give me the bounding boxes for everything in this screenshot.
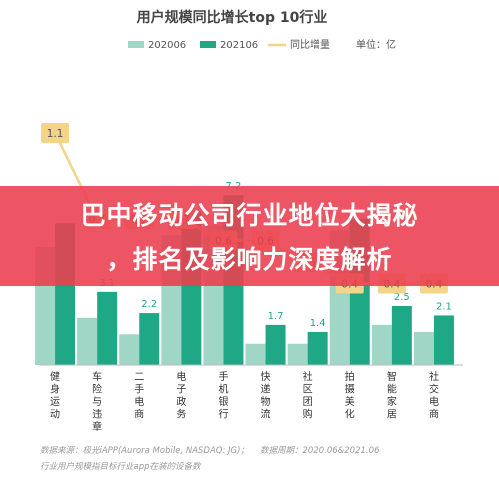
category-label-7-3: 化: [345, 408, 355, 421]
bar-202006-5: [245, 343, 266, 365]
category-label-8-3: 居: [387, 409, 397, 421]
category-label-7-0: 拍: [345, 370, 355, 383]
category-label-9-0: 社: [429, 370, 439, 383]
bar-202006-2: [119, 334, 140, 365]
category-label-0-0: 健: [50, 371, 60, 383]
bar-202106-9: [433, 315, 454, 365]
bar-value-label-6: 1.4: [310, 318, 326, 329]
category-label-0-3: 动: [50, 409, 60, 421]
source-definition: 行业用户规模指目标行业app在装的设备数: [40, 462, 201, 472]
category-label-6-1: 区: [303, 384, 313, 396]
category-label-3-1: 子: [176, 384, 186, 396]
category-label-2-2: 电: [134, 395, 144, 408]
category-label-6-0: 社: [303, 370, 313, 383]
category-label-5-3: 流: [261, 408, 271, 421]
category-label-5-1: 递: [261, 383, 271, 396]
category-label-5-2: 物: [261, 395, 271, 408]
category-label-1-1: 险: [92, 383, 102, 396]
category-label-6-2: 团: [303, 396, 313, 408]
category-labels: 健身运动车险与违章二手电商电子政务手机银行快递物流社区团购拍摄美化智能家居社交电…: [50, 370, 439, 433]
banner-title-line-2: ，排名及影响力深度解析: [106, 245, 393, 274]
category-label-4-3: 行: [218, 408, 228, 421]
legend-swatch-202106: [200, 41, 216, 48]
category-label-9-2: 电: [429, 395, 439, 408]
source-left: 数据来源：极光iAPP(Aurora Mobile, NASDAQ: JG)；: [40, 446, 249, 456]
bar-202106-2: [139, 313, 160, 365]
category-label-4-0: 手: [218, 370, 228, 383]
bar-202106-5: [265, 324, 286, 365]
category-label-8-2: 家: [387, 395, 397, 408]
category-label-4-2: 银: [218, 395, 228, 408]
legend-label-202006: 202006: [148, 40, 186, 51]
bar-value-label-2: 2.2: [141, 299, 157, 310]
category-label-9-3: 商: [429, 408, 439, 421]
unit-label: 单位：亿: [356, 38, 396, 51]
category-label-8-1: 能: [387, 383, 397, 396]
bar-202106-8: [391, 306, 412, 365]
category-label-3-3: 务: [176, 408, 186, 421]
growth-value-0: 1.1: [47, 128, 64, 140]
legend: 202006 202106 同比增量 单位：亿: [128, 38, 396, 51]
category-label-1-4: 章: [92, 420, 102, 433]
chart-title: 用户规模同比增长top 10行业: [137, 9, 328, 26]
category-label-2-3: 商: [134, 408, 144, 421]
category-label-4-1: 机: [218, 383, 228, 396]
bar-202006-8: [371, 324, 392, 365]
bar-value-label-8: 2.5: [394, 292, 410, 303]
category-label-1-3: 违: [92, 409, 102, 421]
legend-label-growth: 同比增量: [290, 38, 330, 51]
bar-202106-1: [97, 291, 118, 365]
bar-value-label-5: 1.7: [268, 311, 284, 322]
category-label-7-2: 美: [345, 395, 355, 408]
category-label-8-0: 智: [387, 370, 397, 383]
category-label-1-0: 车: [92, 370, 102, 383]
title-banner: 巴中移动公司行业地位大揭秘 ，排名及影响力深度解析: [0, 186, 499, 286]
bar-202006-9: [413, 331, 434, 365]
bar-202006-1: [77, 317, 98, 365]
bar-202006-6: [287, 343, 308, 365]
category-label-0-2: 运: [50, 396, 60, 408]
category-label-2-1: 手: [134, 383, 144, 396]
growth-label-box-0: [41, 123, 70, 143]
category-label-1-2: 与: [92, 396, 102, 408]
banner-title-line-1: 巴中移动公司行业地位大揭秘: [80, 201, 419, 230]
category-label-7-1: 摄: [345, 383, 355, 396]
category-label-3-0: 电: [176, 370, 186, 383]
source-period: 数据周期：2020.06&2021.06: [260, 446, 380, 456]
bar-202106-6: [307, 331, 328, 365]
category-label-2-0: 二: [134, 372, 144, 383]
category-label-9-1: 交: [429, 383, 439, 396]
category-label-0-1: 身: [50, 383, 60, 396]
category-label-5-0: 快: [261, 371, 271, 383]
legend-swatch-202006: [128, 41, 144, 48]
category-label-3-2: 政: [176, 395, 186, 408]
source-note: 数据来源：极光iAPP(Aurora Mobile, NASDAQ: JG)； …: [40, 444, 379, 456]
legend-label-202106: 202106: [220, 40, 258, 51]
category-label-6-3: 购: [303, 408, 313, 421]
bar-value-label-9: 2.1: [436, 301, 452, 312]
